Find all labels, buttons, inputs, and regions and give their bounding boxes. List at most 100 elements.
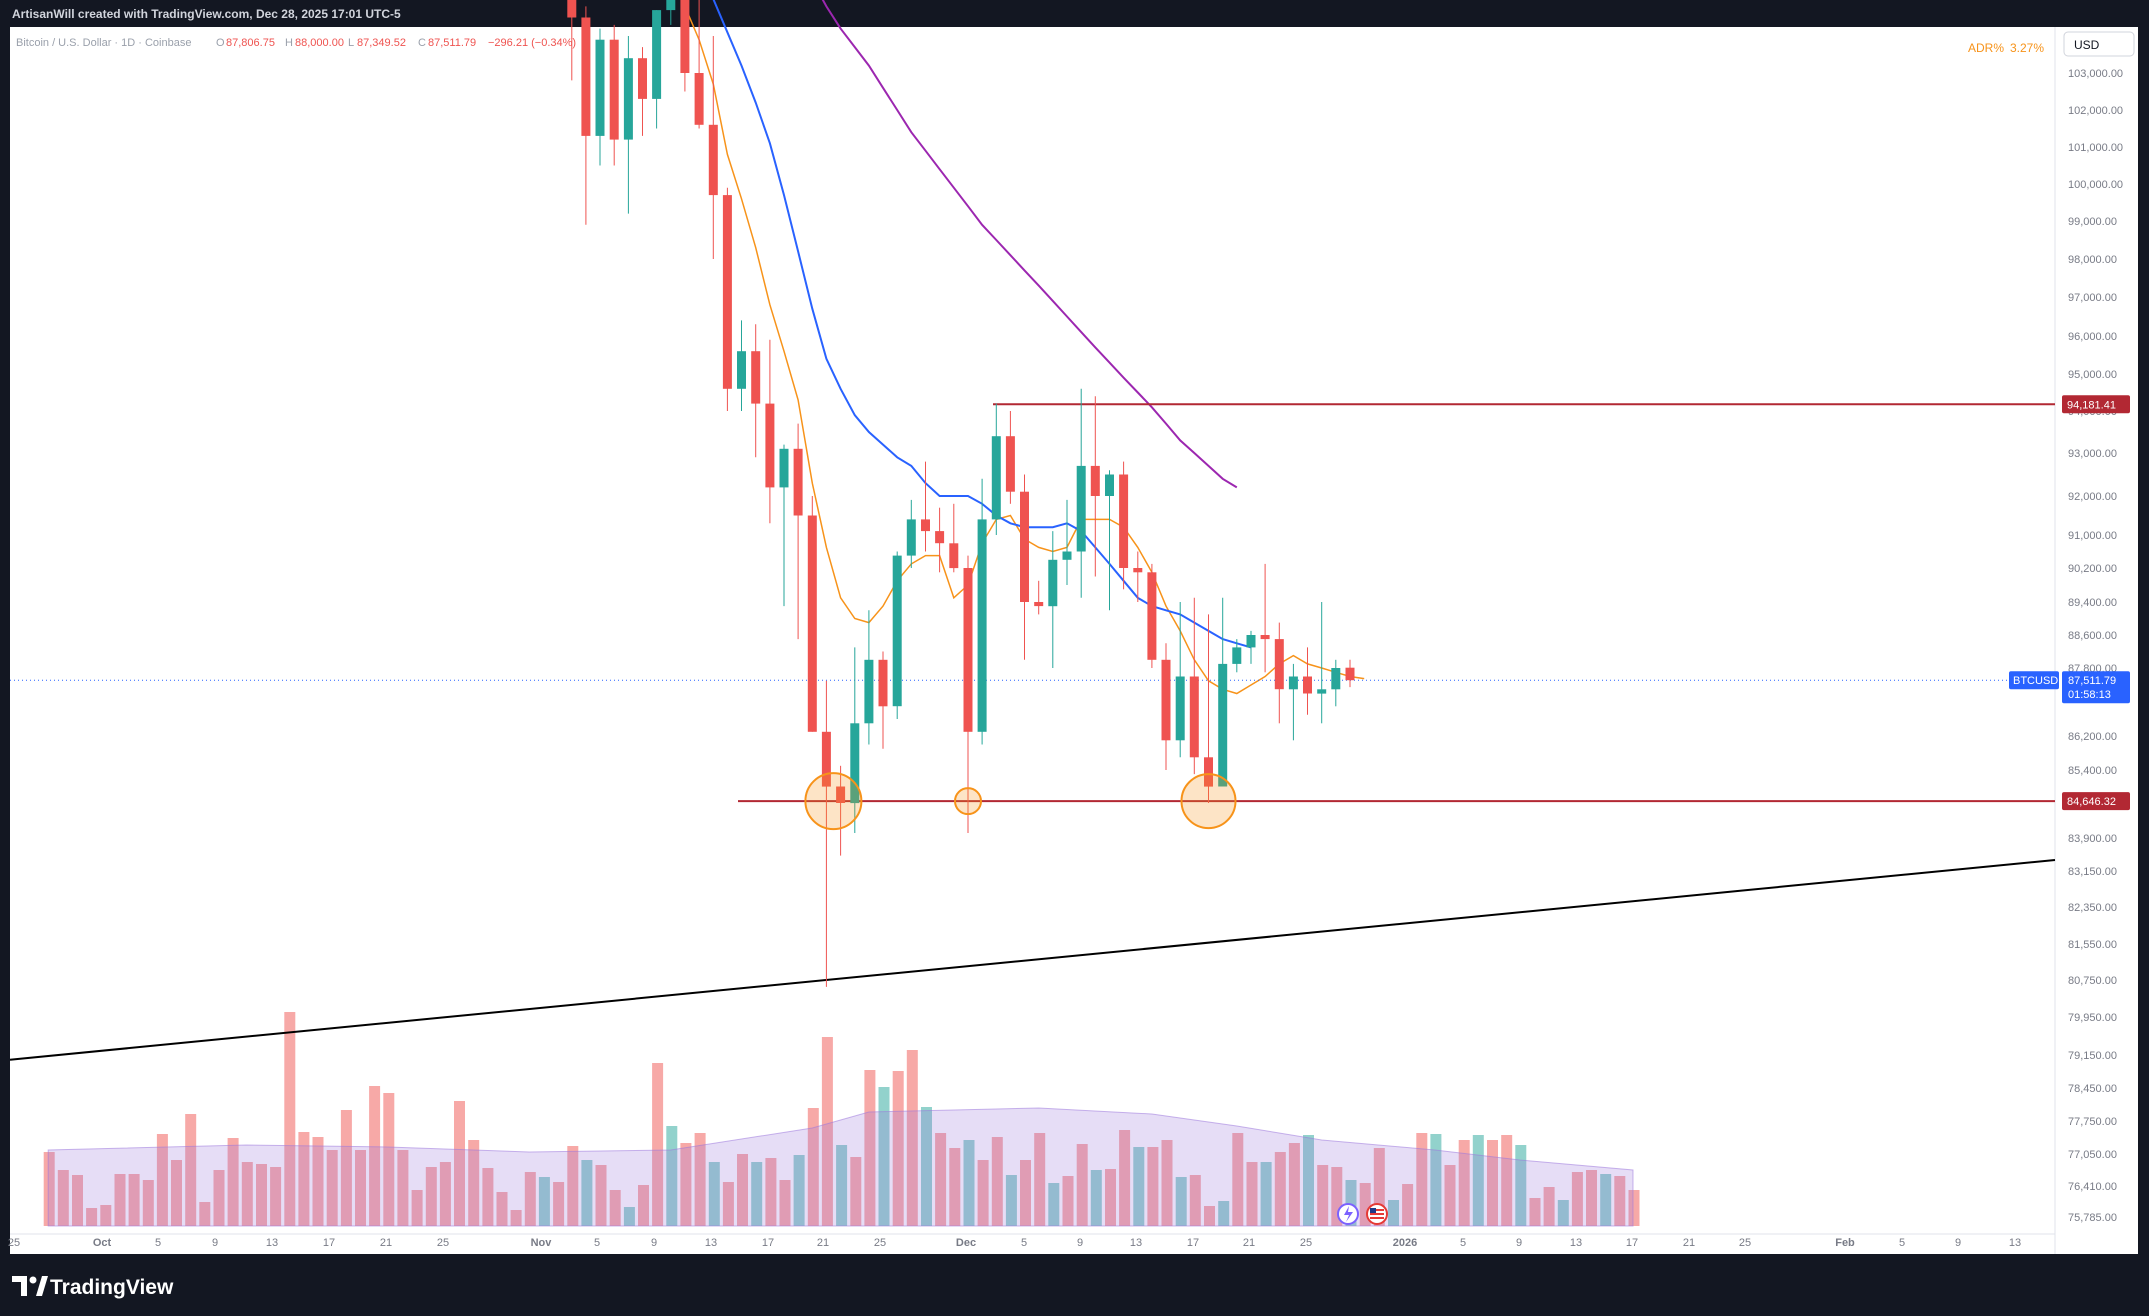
candle[interactable]: [1005, 411, 1015, 504]
candle[interactable]: [1076, 388, 1086, 598]
candle[interactable]: [751, 324, 761, 458]
symbol-legend[interactable]: Bitcoin / U.S. Dollar · 1D · Coinbase O …: [16, 37, 576, 49]
candle[interactable]: [623, 36, 633, 214]
x-tick-label: 5: [1899, 1237, 1905, 1249]
candle[interactable]: [1232, 639, 1242, 673]
candle[interactable]: [1288, 663, 1298, 741]
candle-body: [1218, 663, 1228, 787]
candle[interactable]: [652, 10, 662, 129]
candle[interactable]: [765, 339, 775, 524]
candle[interactable]: [1218, 597, 1228, 787]
candle[interactable]: [1260, 563, 1270, 673]
candle[interactable]: [666, 0, 676, 25]
support-touch-marker[interactable]: [954, 787, 982, 816]
candle[interactable]: [1090, 396, 1100, 577]
volume-bar: [821, 1037, 833, 1226]
candle[interactable]: [737, 320, 746, 411]
event-icons[interactable]: [1337, 1203, 1388, 1225]
candle[interactable]: [977, 478, 987, 745]
candle[interactable]: [963, 555, 973, 833]
candle[interactable]: [595, 28, 605, 166]
candle[interactable]: [935, 507, 945, 573]
candle[interactable]: [581, 6, 591, 225]
y-tick-label: 82,350.00: [2068, 902, 2117, 914]
volume-bar: [227, 1138, 239, 1226]
last-price-tag[interactable]: BTCUSD 87,511.79 01:58:13: [2009, 671, 2130, 704]
candle[interactable]: [609, 24, 619, 166]
y-tick-label: 88,600.00: [2068, 630, 2117, 642]
x-tick-label: 5: [155, 1237, 161, 1249]
x-tick-label: 9: [1516, 1237, 1522, 1249]
x-tick-label: Dec: [956, 1237, 976, 1249]
x-tick-label: 13: [705, 1237, 717, 1249]
candle[interactable]: [1331, 659, 1341, 707]
adr-indicator[interactable]: ADR% 3.27%: [1968, 41, 2044, 55]
candle[interactable]: [836, 765, 846, 856]
candle[interactable]: [1034, 580, 1044, 615]
volume-bar: [751, 1162, 763, 1226]
candle-body: [1345, 667, 1355, 681]
candle[interactable]: [906, 499, 916, 568]
candle[interactable]: [850, 647, 860, 833]
y-tick-label: 98,000.00: [2068, 254, 2117, 266]
volume-bar: [326, 1150, 338, 1226]
volume-bar: [1529, 1198, 1541, 1226]
volume-bar: [1034, 1133, 1046, 1226]
candle[interactable]: [1274, 622, 1284, 724]
candle-body: [807, 515, 817, 732]
candle[interactable]: [878, 651, 888, 749]
candle[interactable]: [1020, 474, 1029, 660]
candle[interactable]: [1048, 531, 1058, 668]
candle[interactable]: [864, 610, 874, 745]
support-touch-marker[interactable]: [1180, 773, 1237, 830]
candle[interactable]: [1147, 563, 1157, 668]
candle[interactable]: [892, 551, 902, 720]
candle[interactable]: [1204, 614, 1213, 803]
candle[interactable]: [1161, 643, 1171, 770]
y-tick-label: 77,750.00: [2068, 1116, 2117, 1128]
candle[interactable]: [1105, 470, 1114, 611]
candle[interactable]: [722, 187, 732, 411]
flag-canton-icon: [1370, 1208, 1376, 1213]
candle[interactable]: [807, 496, 817, 732]
candle-body: [708, 124, 718, 196]
support-touch-marker[interactable]: [804, 772, 863, 831]
candle[interactable]: [991, 403, 1001, 535]
time-axis[interactable]: 25 Oct 5 9 13 17 21 25 Nov 5 9 13 17 21 25 Dec 5 9 13 17 21 2…: [8, 1237, 2021, 1249]
volume-bar: [1586, 1170, 1597, 1226]
volume-bar: [1444, 1165, 1456, 1226]
y-tick-label: 83,150.00: [2068, 866, 2117, 878]
candle[interactable]: [1189, 597, 1199, 775]
volume-bar: [1331, 1167, 1343, 1226]
candle[interactable]: [708, 36, 718, 259]
candle-body: [1020, 491, 1029, 602]
candle[interactable]: [1246, 630, 1256, 664]
candle[interactable]: [567, 0, 577, 81]
volume-bar: [1458, 1140, 1470, 1226]
candle[interactable]: [821, 680, 831, 987]
candle-body: [737, 351, 746, 389]
candle[interactable]: [1062, 499, 1072, 585]
resistance-price-tag[interactable]: 94,181.41: [2062, 395, 2130, 414]
candle[interactable]: [694, 0, 704, 129]
candle[interactable]: [1345, 659, 1355, 688]
candle[interactable]: [949, 503, 959, 573]
volume-bar: [524, 1172, 536, 1226]
tradingview-logo[interactable]: TradingView: [12, 1276, 174, 1299]
candle[interactable]: [1317, 602, 1327, 724]
candle[interactable]: [921, 461, 930, 552]
support-price-tag[interactable]: 84,646.32: [2062, 792, 2130, 811]
candle[interactable]: [638, 47, 647, 136]
candle-body: [1048, 559, 1058, 607]
candle[interactable]: [1119, 461, 1129, 590]
candle[interactable]: [1133, 551, 1143, 603]
trend-line[interactable]: [9, 859, 2056, 1061]
candle[interactable]: [793, 423, 803, 640]
candle[interactable]: [1175, 602, 1185, 758]
currency-selector[interactable]: USD: [2063, 31, 2135, 57]
candle[interactable]: [779, 444, 789, 607]
candle[interactable]: [680, 0, 690, 92]
candle[interactable]: [1303, 647, 1312, 715]
candle-body: [864, 659, 874, 724]
